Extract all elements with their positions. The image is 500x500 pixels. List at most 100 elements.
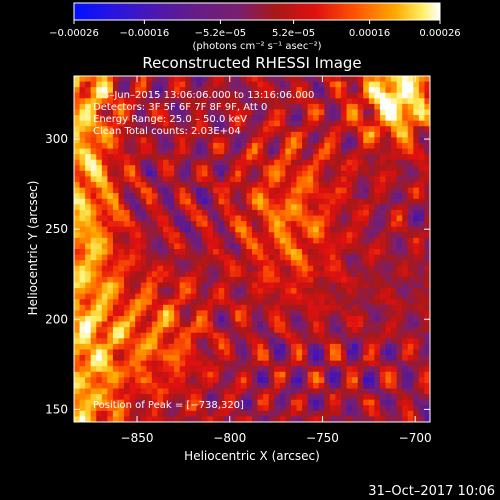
heatmap-cell bbox=[179, 182, 186, 189]
heatmap-cell bbox=[324, 137, 331, 144]
heatmap-cell bbox=[174, 355, 181, 362]
heatmap-cell bbox=[302, 293, 309, 300]
heatmap-cell bbox=[79, 243, 86, 250]
heatmap-cell bbox=[85, 215, 92, 222]
heatmap-cell bbox=[146, 315, 153, 322]
heatmap-cell bbox=[352, 148, 359, 155]
heatmap-cell bbox=[246, 126, 253, 133]
heatmap-cell bbox=[129, 209, 136, 216]
heatmap-cell bbox=[285, 159, 292, 166]
heatmap-cell bbox=[352, 405, 359, 412]
heatmap-cell bbox=[240, 209, 247, 216]
heatmap-cell bbox=[179, 221, 186, 228]
heatmap-cell bbox=[185, 388, 192, 395]
heatmap-cell bbox=[224, 265, 231, 272]
heatmap-cell bbox=[402, 103, 409, 110]
heatmap-cell bbox=[379, 299, 386, 306]
heatmap-cell bbox=[235, 360, 242, 367]
heatmap-cell bbox=[296, 126, 303, 133]
heatmap-cell bbox=[418, 142, 425, 149]
heatmap-cell bbox=[179, 226, 186, 233]
heatmap-cell bbox=[207, 288, 214, 295]
heatmap-cell bbox=[151, 148, 158, 155]
heatmap-cell bbox=[257, 120, 264, 127]
heatmap-cell bbox=[296, 215, 303, 222]
heatmap-cell bbox=[324, 394, 331, 401]
heatmap-cell bbox=[318, 355, 325, 362]
heatmap-cell bbox=[290, 377, 297, 384]
heatmap-cell bbox=[341, 182, 347, 189]
heatmap-cell bbox=[274, 321, 281, 328]
heatmap-cell bbox=[318, 92, 325, 99]
heatmap-cell bbox=[196, 260, 203, 267]
heatmap-cell bbox=[302, 332, 309, 339]
heatmap-cell bbox=[118, 182, 125, 189]
heatmap-cell bbox=[318, 405, 325, 412]
heatmap-cell bbox=[363, 254, 370, 261]
heatmap-cell bbox=[146, 282, 153, 289]
heatmap-cell bbox=[85, 382, 92, 389]
heatmap-cell bbox=[274, 232, 281, 239]
heatmap-cell bbox=[346, 271, 353, 278]
heatmap-cell bbox=[79, 148, 86, 155]
heatmap-cell bbox=[224, 405, 231, 412]
heatmap-cell bbox=[163, 394, 169, 401]
heatmap-cell bbox=[407, 226, 414, 233]
heatmap-cell bbox=[85, 349, 92, 356]
heatmap-cell bbox=[302, 137, 309, 144]
heatmap-cell bbox=[357, 288, 364, 295]
heatmap-cell bbox=[313, 170, 320, 177]
heatmap-cell bbox=[96, 265, 103, 272]
heatmap-cell bbox=[285, 170, 292, 177]
heatmap-cell bbox=[279, 115, 286, 122]
heatmap-cell bbox=[313, 215, 320, 222]
heatmap-cell bbox=[185, 321, 192, 328]
heatmap-cell bbox=[207, 315, 214, 322]
heatmap-cell bbox=[363, 109, 370, 116]
heatmap-cell bbox=[379, 360, 386, 367]
heatmap-cell bbox=[302, 355, 309, 362]
heatmap-cell bbox=[85, 198, 92, 205]
heatmap-cell bbox=[107, 276, 114, 283]
heatmap-cell bbox=[296, 159, 303, 166]
heatmap-cell bbox=[379, 405, 386, 412]
heatmap-cell bbox=[313, 237, 320, 244]
heatmap-cell bbox=[96, 215, 103, 222]
heatmap-cell bbox=[252, 371, 258, 378]
heatmap-cell bbox=[279, 265, 286, 272]
heatmap-cell bbox=[218, 321, 225, 328]
heatmap-cell bbox=[96, 293, 103, 300]
heatmap-cell bbox=[190, 198, 197, 205]
heatmap-cell bbox=[263, 388, 270, 395]
heatmap-cell bbox=[107, 232, 114, 239]
heatmap-cell bbox=[346, 349, 353, 356]
heatmap-cell bbox=[207, 349, 214, 356]
heatmap-cell bbox=[240, 232, 247, 239]
heatmap-cell bbox=[413, 142, 420, 149]
heatmap-cell bbox=[135, 355, 142, 362]
heatmap-cell bbox=[146, 76, 153, 82]
heatmap-cell bbox=[402, 399, 409, 406]
heatmap-cell bbox=[185, 87, 192, 94]
heatmap-cell bbox=[379, 170, 386, 177]
heatmap-cell bbox=[391, 360, 398, 367]
heatmap-cell bbox=[407, 338, 414, 345]
heatmap-cell bbox=[229, 81, 236, 88]
heatmap-cell bbox=[218, 315, 225, 322]
heatmap-cell bbox=[263, 221, 270, 228]
heatmap-cell bbox=[257, 159, 264, 166]
heatmap-cell bbox=[329, 349, 336, 356]
heatmap-cell bbox=[235, 170, 242, 177]
heatmap-cell bbox=[179, 327, 186, 334]
heatmap-cell bbox=[341, 187, 347, 194]
heatmap-cell bbox=[424, 288, 430, 295]
heatmap-cell bbox=[290, 310, 297, 317]
heatmap-cell bbox=[196, 338, 203, 345]
heatmap-cell bbox=[151, 293, 158, 300]
heatmap-cell bbox=[307, 154, 314, 161]
heatmap-cell bbox=[146, 260, 153, 267]
heatmap-cell bbox=[140, 327, 147, 334]
heatmap-cell bbox=[118, 338, 125, 345]
heatmap-cell bbox=[363, 327, 370, 334]
heatmap-cell bbox=[313, 360, 320, 367]
